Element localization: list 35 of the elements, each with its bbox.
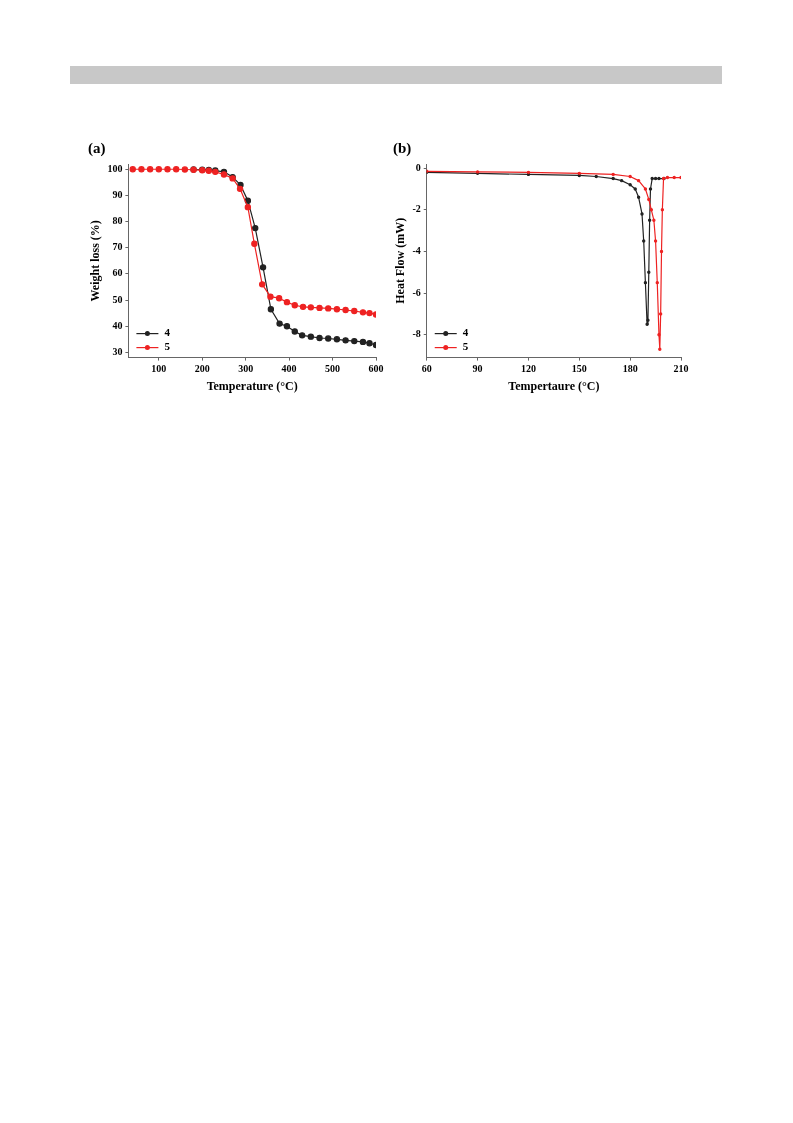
x-tick-label: 90 (472, 363, 483, 375)
x-tick-label: 150 (571, 363, 587, 375)
y-tick-label: 100 (107, 162, 123, 174)
legend-label: 5 (462, 340, 469, 353)
y-tick-label: -4 (412, 245, 421, 257)
y-tick-label: 50 (112, 293, 123, 305)
x-tick-label: 180 (622, 363, 638, 375)
y-tick-label: 70 (112, 241, 123, 253)
x-tick-label: 210 (673, 363, 689, 375)
chart-title: (a) (88, 139, 106, 157)
y-tick-label: -8 (412, 328, 421, 340)
x-tick-label: 60 (421, 363, 432, 375)
y-tick-label: 0 (415, 161, 421, 173)
y-axis-title: Heat Flow (mW) (393, 217, 408, 304)
x-tick-label: 100 (151, 363, 167, 375)
x-tick-label: 500 (325, 363, 341, 375)
x-tick-label: 120 (520, 363, 536, 375)
chart-title: (b) (393, 139, 412, 157)
x-axis-title: Temperature (°C) (206, 378, 298, 393)
y-tick-label: -6 (412, 286, 421, 298)
x-tick-label: 200 (194, 363, 210, 375)
y-tick-label: 30 (112, 345, 123, 357)
legend-label: 5 (164, 340, 171, 353)
x-tick-label: 600 (368, 363, 384, 375)
x-tick-label: 400 (281, 363, 297, 375)
y-tick-label: 80 (112, 215, 123, 227)
y-tick-label: 60 (112, 267, 123, 279)
y-axis-title: Weight loss (%) (88, 220, 103, 302)
legend-label: 4 (164, 326, 171, 339)
y-tick-label: 90 (112, 188, 123, 200)
y-tick-label: 40 (112, 319, 123, 331)
y-tick-label: -2 (412, 203, 421, 215)
legend-label: 4 (462, 326, 469, 339)
x-axis-title: Tempertaure (°C) (508, 378, 600, 393)
x-tick-label: 300 (238, 363, 254, 375)
